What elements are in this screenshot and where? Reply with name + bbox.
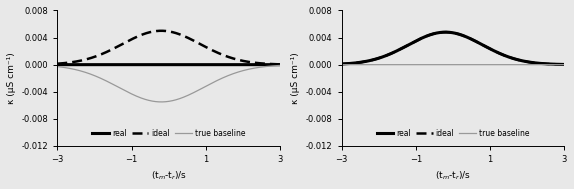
Y-axis label: κ (μS cm⁻¹): κ (μS cm⁻¹) — [7, 52, 16, 104]
Legend: real, ideal, true baseline: real, ideal, true baseline — [90, 126, 248, 141]
Legend: real, ideal, true baseline: real, ideal, true baseline — [374, 126, 532, 141]
X-axis label: (t$_{m}$-t$_{r}$)/s: (t$_{m}$-t$_{r}$)/s — [435, 170, 471, 182]
X-axis label: (t$_{m}$-t$_{r}$)/s: (t$_{m}$-t$_{r}$)/s — [151, 170, 187, 182]
Y-axis label: κ (μS cm⁻¹): κ (μS cm⁻¹) — [291, 52, 300, 104]
